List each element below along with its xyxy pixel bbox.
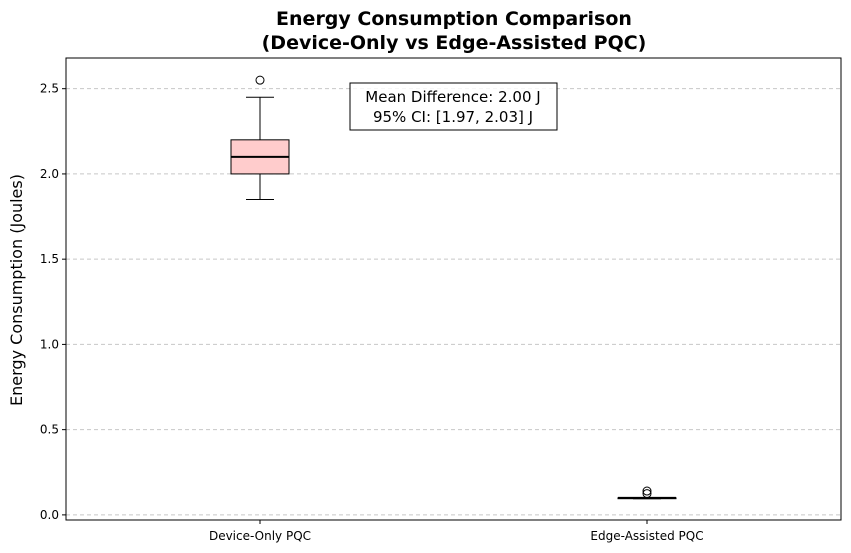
- chart-title-line2: (Device-Only vs Edge-Assisted PQC): [262, 32, 647, 54]
- outlier-point: [255, 75, 265, 85]
- annotation-mean-difference: Mean Difference: 2.00 J: [365, 88, 540, 106]
- y-axis-label: Energy Consumption (Joules): [7, 174, 26, 406]
- chart-title-line1: Energy Consumption Comparison: [276, 8, 632, 30]
- annotation-box: [349, 82, 558, 131]
- x-tick-label: Device-Only PQC: [209, 529, 311, 543]
- x-axis-ticks: Device-Only PQC Edge-Assisted PQC: [209, 520, 704, 543]
- y-tick-label: 1.5: [40, 252, 59, 266]
- plot-frame: [65, 57, 842, 521]
- y-tick-label: 0.5: [40, 423, 59, 437]
- x-tick-label: Edge-Assisted PQC: [590, 529, 703, 543]
- y-tick-label: 2.5: [40, 82, 59, 96]
- box-group: [617, 486, 677, 500]
- box-group: [230, 75, 290, 200]
- y-tick-label: 1.0: [40, 337, 59, 351]
- grid-lines: [66, 88, 841, 516]
- stats-annotation: Mean Difference: 2.00 J 95% CI: [1.97, 2…: [349, 82, 558, 131]
- outlier-point: [642, 486, 652, 496]
- y-axis-ticks: 0.0 0.5 1.0 1.5 2.0 2.5: [40, 82, 66, 522]
- y-tick-label: 2.0: [40, 167, 59, 181]
- annotation-confidence-interval: 95% CI: [1.97, 2.03] J: [373, 108, 533, 126]
- y-tick-label: 0.0: [40, 508, 59, 522]
- box-plots: [230, 75, 677, 500]
- outlier-point: [642, 489, 652, 499]
